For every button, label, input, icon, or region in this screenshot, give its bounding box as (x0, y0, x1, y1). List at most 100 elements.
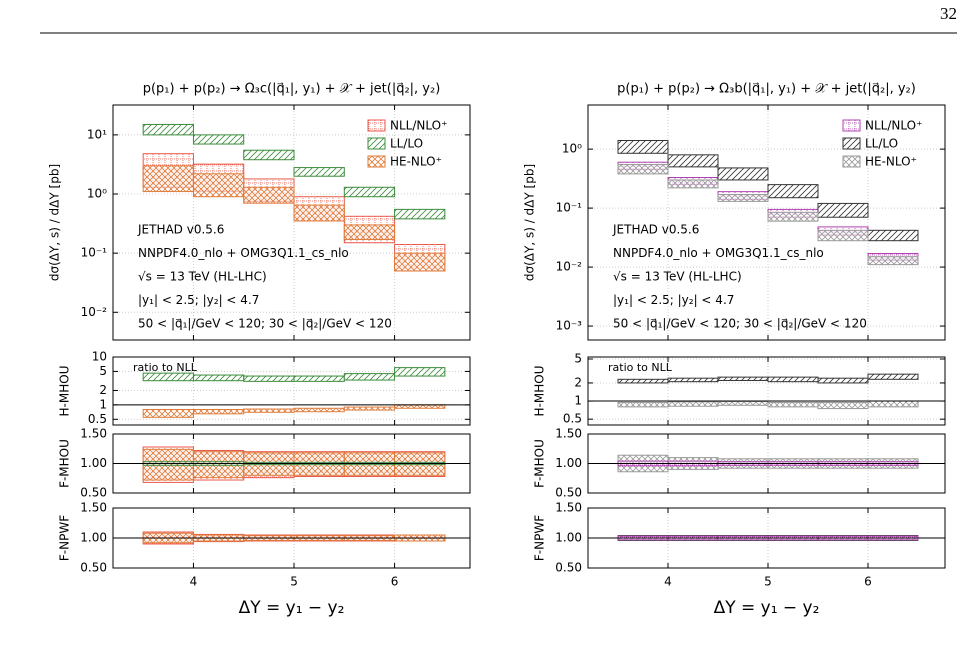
y-tick-label: 1.00 (555, 456, 582, 470)
y-tick-label: 1.50 (555, 427, 582, 441)
x-tick-label: 6 (391, 575, 399, 589)
annotation: JETHAD v0.5.6 (137, 223, 224, 237)
y-tick-label: 1.50 (80, 501, 107, 515)
band (767, 376, 819, 383)
annotation: JETHAD v0.5.6 (612, 223, 699, 237)
subplot: 10⁻³ 10⁻² 10⁻¹ 10⁰ dσ(ΔY, s) / dΔY [pb] NLL/N… (523, 104, 946, 341)
y-tick-label: 10⁰ (87, 187, 107, 201)
band (867, 373, 919, 380)
band (867, 229, 919, 242)
band (192, 409, 245, 415)
band (243, 149, 295, 161)
y-tick-label: 10¹ (87, 127, 107, 141)
annotation: √s = 13 TeV (HL-LHC) (138, 270, 267, 284)
subplot: 0.50 1.00 1.50 4 5 6 F-NPWF (533, 501, 946, 589)
band (343, 186, 396, 198)
band (667, 401, 719, 407)
y-tick-label: 10⁻³ (556, 319, 583, 333)
band (293, 167, 345, 177)
y-tick-label: 1.00 (555, 531, 582, 545)
band (667, 154, 719, 168)
y-tick-label: 2 (99, 383, 107, 397)
y-tick-label: 10⁻² (81, 305, 108, 319)
band (142, 372, 194, 382)
y-tick-label: 1 (574, 394, 582, 408)
legend-label: LL/LO (865, 137, 898, 151)
y-tick-label: 10 (92, 350, 107, 364)
band (192, 374, 245, 382)
band (142, 165, 194, 193)
band (293, 375, 345, 382)
band (767, 401, 819, 408)
subplot: 0.50 1.00 1.50 F-MHOU (533, 427, 946, 500)
band (817, 377, 869, 384)
band (717, 401, 769, 406)
band (617, 378, 669, 384)
band (867, 400, 919, 408)
y-axis-label: F-MHOU (58, 439, 72, 488)
band (717, 376, 769, 381)
band (617, 401, 669, 408)
y-tick-label: 10⁻¹ (556, 201, 583, 215)
band (817, 202, 869, 218)
band (243, 186, 295, 204)
annotation: NNPDF4.0_nlo + OMG3Q1.1_cs_nlo (138, 246, 349, 260)
y-tick-label: 0.5 (88, 412, 107, 426)
band (142, 123, 194, 136)
band (394, 367, 446, 377)
x-tick-label: 6 (864, 575, 872, 589)
y-tick-label: 5 (574, 352, 582, 366)
legend-swatch (367, 155, 386, 168)
band (817, 229, 869, 242)
band (343, 373, 396, 381)
band (717, 194, 769, 202)
band (192, 134, 245, 145)
y-tick-label: 0.50 (80, 561, 107, 575)
band (293, 407, 345, 413)
subplot: 0.512 510 H-MHOU ratio to NLL (58, 350, 471, 426)
legend-swatch (842, 137, 861, 150)
plot-frame (112, 104, 471, 341)
band (667, 377, 719, 383)
x-tick-label: 4 (664, 575, 672, 589)
y-axis-label: F-NPWF (58, 515, 72, 561)
legend-label: NLL/NLO⁺ (865, 119, 922, 133)
y-axis-label: H-MHOU (533, 366, 547, 417)
chart-title: p(p₁) + p(p₂) → Ω₃b(|q⃗₁|, y₁) + 𝒳 + jet… (617, 82, 916, 97)
x-tick-label: 4 (190, 575, 198, 589)
y-tick-label: 1.50 (555, 501, 582, 515)
subplot: 0.50 1.00 1.50 4 5 6 F-NPWF (58, 501, 471, 589)
legend-label: NLL/NLO⁺ (390, 119, 447, 133)
note: ratio to NLL (133, 361, 198, 374)
y-tick-label: 0.50 (555, 561, 582, 575)
y-tick-label: 0.50 (80, 486, 107, 500)
band (817, 401, 869, 410)
page-number: 32 (940, 4, 957, 23)
band (617, 140, 669, 154)
legend-label: HE-NLO⁺ (865, 155, 917, 169)
legend-swatch (842, 155, 861, 168)
y-tick-label: 10⁻¹ (81, 246, 108, 260)
plot-frame (587, 356, 946, 426)
band (767, 184, 819, 199)
annotation: √s = 13 TeV (HL-LHC) (613, 270, 742, 284)
legend-swatch (367, 137, 386, 150)
x-axis-label: ΔY = y₁ − y₂ (239, 598, 345, 618)
plot-frame (587, 104, 946, 341)
legend-label: LL/LO (390, 137, 423, 151)
y-axis-label: F-MHOU (533, 439, 547, 488)
chart-title: p(p₁) + p(p₂) → Ω₃c(|q⃗₁|, y₁) + 𝒳 + jet… (143, 82, 441, 97)
band (617, 163, 669, 175)
band (192, 173, 245, 198)
y-tick-label: 1.50 (80, 427, 107, 441)
annotation: |y₁| < 2.5; |y₂| < 4.7 (613, 293, 734, 307)
annotation: 50 < |q⃗₁|/GeV < 120; 30 < |q⃗₂|/GeV < 1… (613, 317, 867, 331)
band (394, 404, 446, 409)
x-tick-label: 5 (290, 575, 298, 589)
subplot: 0.5 1 2 5 H-MHOU ratio to NLL (533, 352, 946, 426)
legend-label: HE-NLO⁺ (390, 155, 442, 169)
annotation: 50 < |q⃗₁|/GeV < 120; 30 < |q⃗₂|/GeV < 1… (138, 317, 392, 331)
y-tick-label: 1.00 (80, 456, 107, 470)
y-tick-label: 1.00 (80, 531, 107, 545)
y-tick-label: 0.50 (555, 486, 582, 500)
